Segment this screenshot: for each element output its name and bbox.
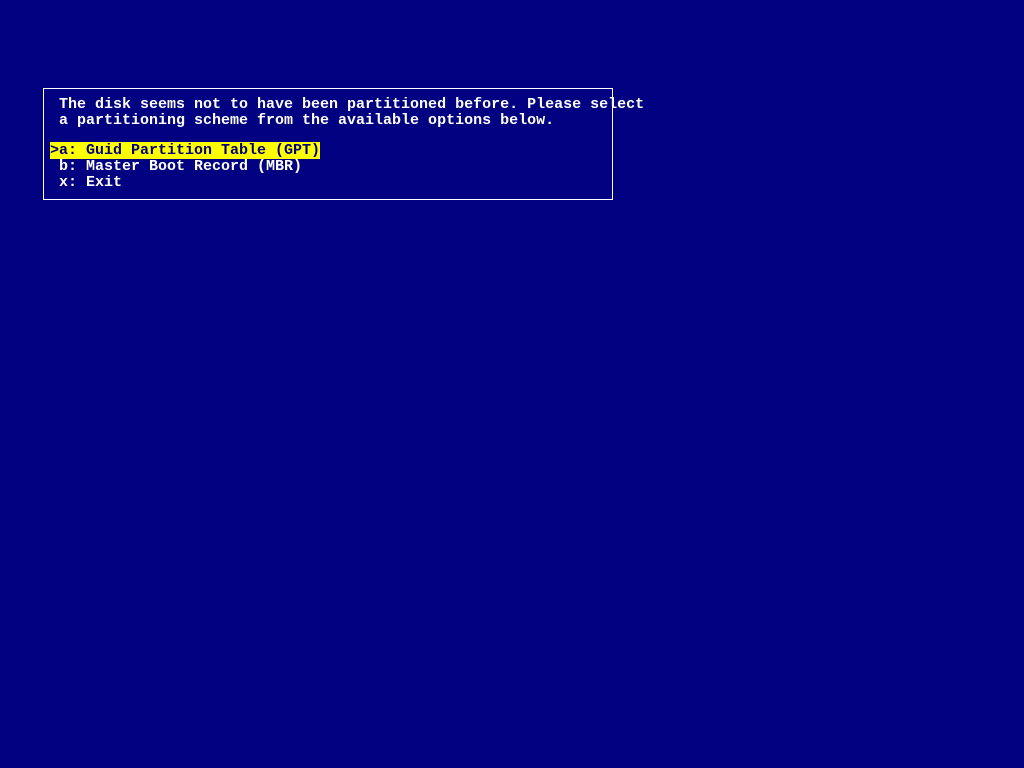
prompt-line-1: The disk seems not to have been partitio…: [50, 96, 644, 113]
partition-dialog: The disk seems not to have been partitio…: [43, 88, 613, 200]
menu-options: >a: Guid Partition Table (GPT) b: Master…: [50, 143, 606, 191]
prompt-line-2: a partitioning scheme from the available…: [50, 112, 554, 129]
selection-marker: >: [50, 142, 59, 159]
prompt-text: The disk seems not to have been partitio…: [50, 97, 606, 129]
menu-option-exit[interactable]: x: Exit: [50, 175, 606, 191]
menu-option-gpt[interactable]: >a: Guid Partition Table (GPT): [50, 143, 606, 159]
option-text-gpt: a: Guid Partition Table (GPT): [59, 142, 320, 159]
menu-option-mbr[interactable]: b: Master Boot Record (MBR): [50, 159, 606, 175]
